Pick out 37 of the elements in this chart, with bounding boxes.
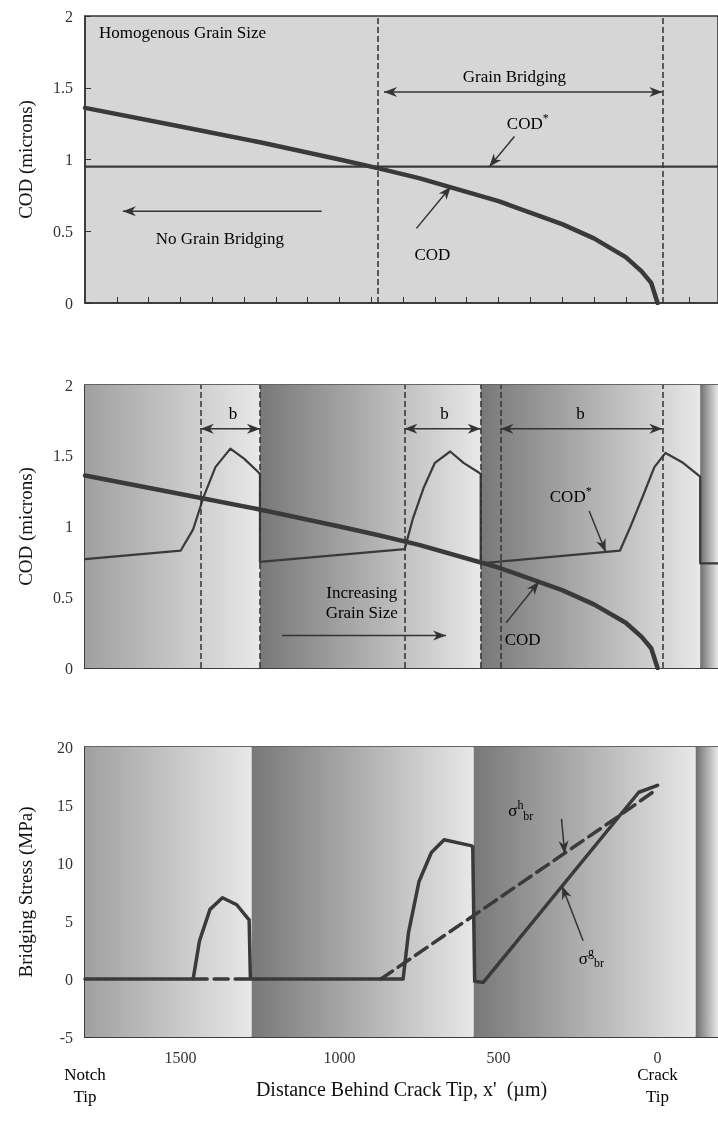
- text: Crack Tip: [637, 1064, 679, 1106]
- y-axis-title: Bridging Stress (MPa): [15, 806, 37, 978]
- x-axis-title: Distance Behind Crack Tip, x' (µm): [255, 1078, 548, 1101]
- y-tick-label: 1.5: [53, 447, 73, 465]
- annotation: Homogenous Grain Size: [99, 23, 267, 42]
- y-tick-label: 1: [65, 518, 73, 535]
- annotation: Increasing Grain Size: [325, 583, 398, 623]
- annotation: COD: [504, 630, 541, 650]
- y-tick-label: 5: [65, 912, 73, 930]
- y-tick-label: 20: [57, 738, 73, 756]
- annotation: COD: [414, 244, 451, 264]
- annotation: COD*: [549, 483, 592, 507]
- y-tick-label: 0: [65, 970, 73, 988]
- y-tick-label: -5: [59, 1028, 73, 1046]
- y-tick-label: 1: [65, 151, 73, 168]
- y-tick-label: 10: [57, 854, 73, 872]
- y-tick-label: 0.5: [53, 222, 73, 240]
- annotation: b: [228, 403, 238, 423]
- annotation: No Grain Bridging: [155, 228, 285, 248]
- y-tick-label: 0: [65, 294, 73, 312]
- y-tick-label: 0.5: [53, 588, 73, 606]
- x-tick-label: 500: [486, 1048, 511, 1066]
- annotation: b: [440, 403, 449, 423]
- annotation: COD*: [506, 110, 549, 134]
- y-tick-label: 2: [65, 376, 73, 394]
- y-tick-label: 1.5: [53, 79, 73, 97]
- annotation: Grain Bridging: [462, 66, 567, 86]
- y-tick-label: 2: [65, 7, 73, 25]
- y-axis-title: COD (microns): [15, 467, 37, 586]
- annotation: b: [576, 403, 585, 423]
- x-tick-label: 1500: [164, 1048, 197, 1066]
- text: Notch Tip: [64, 1064, 107, 1106]
- y-tick-label: 15: [57, 796, 73, 814]
- x-tick-label: 1000: [323, 1048, 356, 1066]
- x-tick-label: 0: [653, 1048, 662, 1066]
- y-tick-label: 0: [65, 659, 73, 677]
- y-axis-title: COD (microns): [15, 100, 37, 219]
